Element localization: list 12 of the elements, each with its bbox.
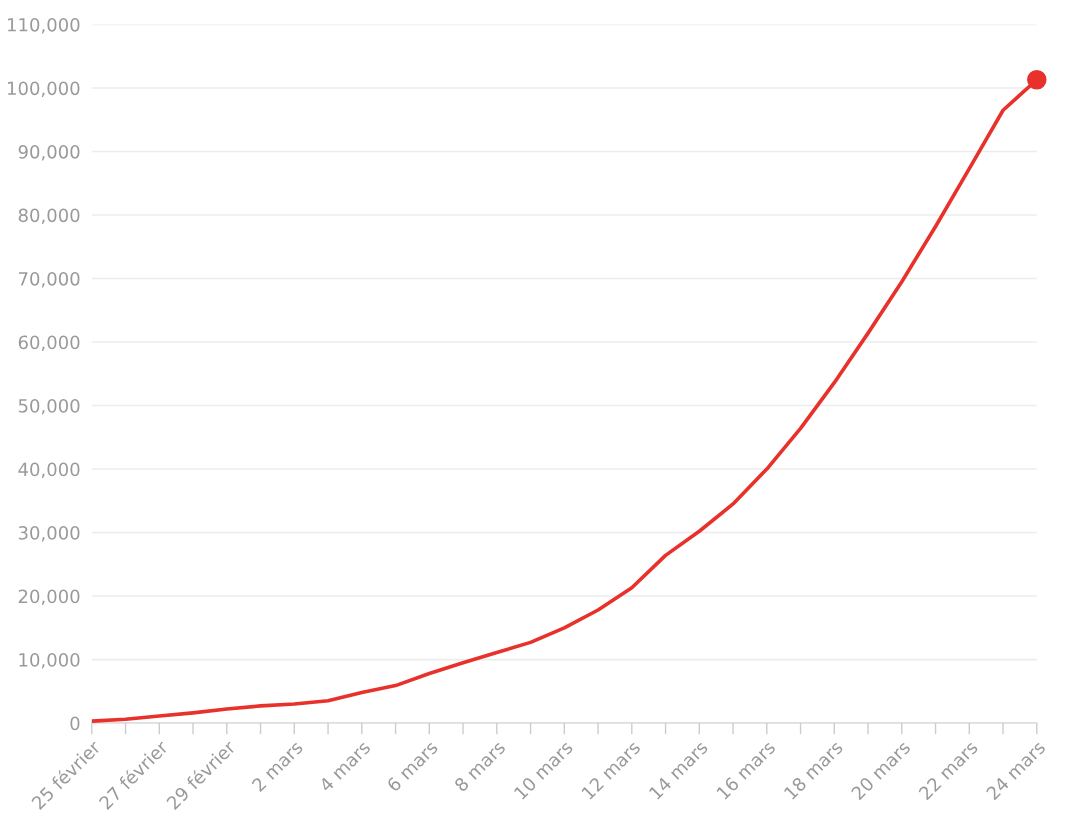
y-tick-label: 0: [70, 716, 80, 731]
y-tick-label: 80,000: [18, 208, 80, 224]
y-tick-label: 40,000: [18, 462, 80, 478]
y-tick-label: 70,000: [18, 271, 80, 288]
y-tick-label: 30,000: [18, 525, 80, 542]
y-tick-label: 20,000: [18, 589, 80, 605]
y-tick-label: 110,000: [8, 17, 80, 34]
y-tick-label: 90,000: [18, 144, 80, 161]
y-tick-label: 50,000: [18, 398, 80, 415]
y-tick-label: 60,000: [18, 335, 80, 351]
y-tick-label: 10,000: [19, 653, 80, 669]
y-tick-label: 100,000: [8, 81, 80, 97]
